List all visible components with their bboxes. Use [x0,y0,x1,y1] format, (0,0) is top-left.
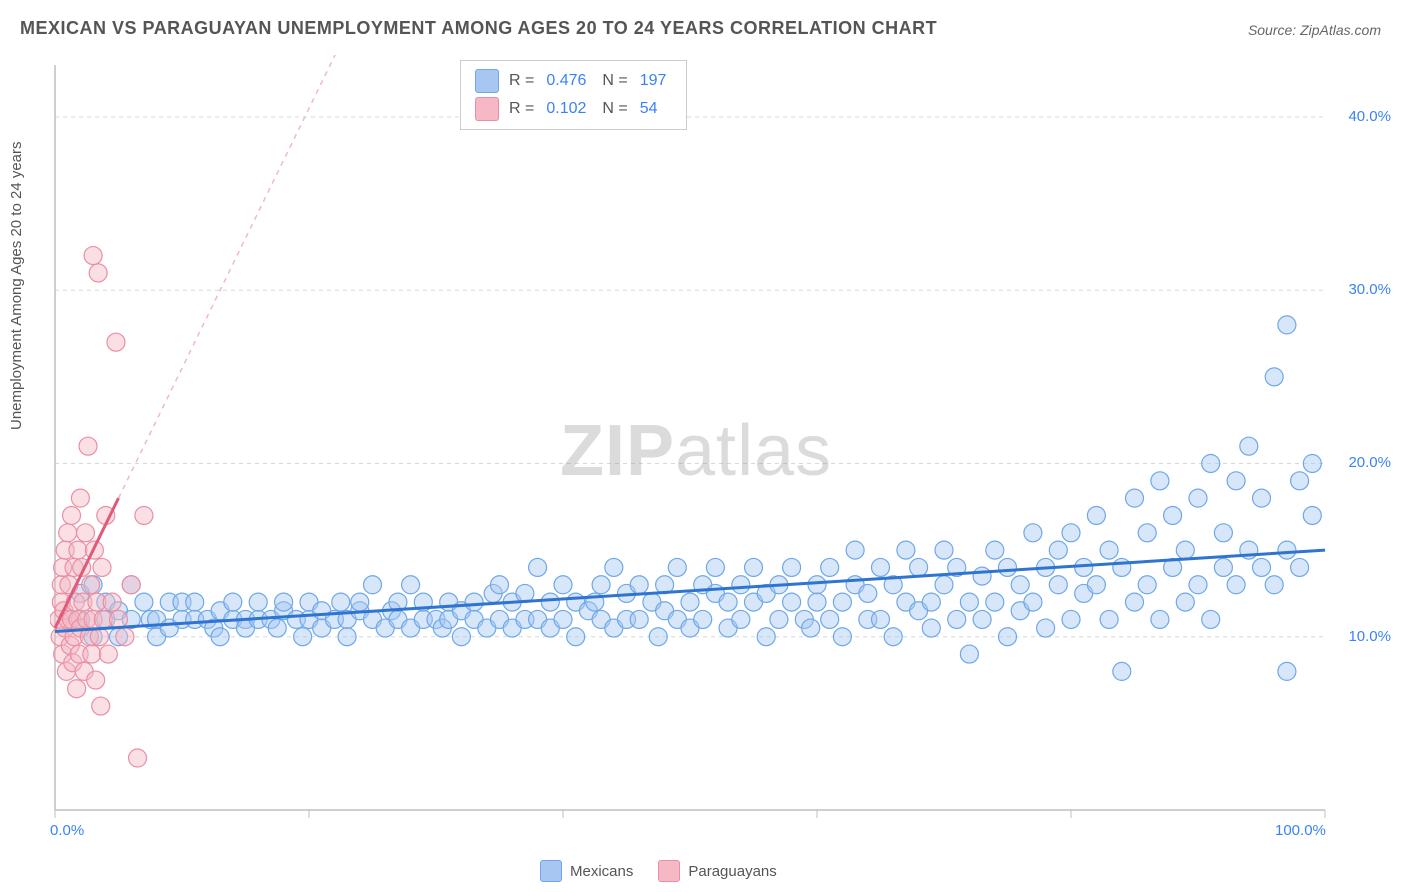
swatch-mexicans-bottom [540,860,562,882]
r-label: R = [509,72,534,90]
source-name: ZipAtlas.com [1300,22,1381,38]
legend-row-mexicans: R = 0.476 N = 197 [475,67,672,95]
series-legend: Mexicans Paraguayans [540,860,777,882]
legend-item-mexicans: Mexicans [540,860,633,882]
legend-label-paraguayans: Paraguayans [688,863,776,880]
x-tick-label: 0.0% [50,822,84,839]
n-value-paraguayans: 54 [640,100,658,118]
y-tick-label: 10.0% [1348,628,1391,645]
y-tick-label: 20.0% [1348,454,1391,471]
n-label: N = [602,72,627,90]
scatter-plot [50,55,1380,845]
x-tick-label: 100.0% [1275,822,1326,839]
y-tick-label: 40.0% [1348,108,1391,125]
source-label: Source: ZipAtlas.com [1248,22,1381,38]
r-label: R = [509,100,534,118]
correlation-legend: R = 0.476 N = 197 R = 0.102 N = 54 [460,60,687,130]
chart-title: MEXICAN VS PARAGUAYAN UNEMPLOYMENT AMONG… [20,18,937,39]
n-label: N = [602,100,627,118]
r-value-paraguayans: 0.102 [546,100,586,118]
y-axis-label: Unemployment Among Ages 20 to 24 years [8,141,25,430]
swatch-paraguayans-bottom [658,860,680,882]
r-value-mexicans: 0.476 [546,72,586,90]
y-tick-label: 30.0% [1348,281,1391,298]
legend-row-paraguayans: R = 0.102 N = 54 [475,95,672,123]
legend-label-mexicans: Mexicans [570,863,633,880]
swatch-paraguayans [475,97,499,121]
legend-item-paraguayans: Paraguayans [658,860,776,882]
swatch-mexicans [475,69,499,93]
source-prefix: Source: [1248,22,1300,38]
n-value-mexicans: 197 [640,72,667,90]
